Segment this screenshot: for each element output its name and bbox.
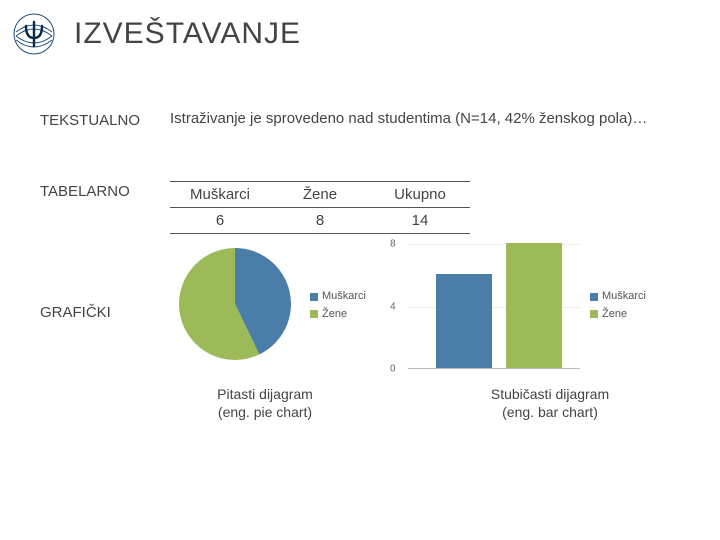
charts-row: Muškarci Žene 048 Muškarci Žene	[0, 234, 720, 369]
caption-line: Pitasti dijagram	[217, 386, 313, 402]
header: IZVEŠTAVANJE	[0, 0, 720, 62]
legend-swatch	[310, 293, 318, 301]
psi-logo-icon	[12, 12, 56, 56]
table-header-cell: Žene	[270, 181, 370, 208]
table-header-cell: Muškarci	[170, 181, 270, 208]
caption-line: Stubičasti dijagram	[491, 386, 609, 402]
legend-label: Žene	[602, 306, 627, 324]
legend-label: Muškarci	[602, 288, 646, 306]
section-label-textual: TEKSTUALNO	[40, 110, 170, 129]
table-cell: 14	[370, 208, 470, 234]
bar	[506, 243, 562, 368]
pie-chart-wrap	[170, 244, 300, 369]
section-textual: TEKSTUALNO Istraživanje je sprovedeno na…	[0, 92, 720, 129]
caption-line: (eng. bar chart)	[502, 404, 598, 420]
table-header-row: Muškarci Žene Ukupno	[170, 181, 470, 208]
table-header-cell: Ukupno	[370, 181, 470, 208]
legend-swatch	[310, 310, 318, 318]
section-label-tabular: TABELARNO	[40, 181, 170, 234]
table-cell: 8	[270, 208, 370, 234]
bar-caption: Stubičasti dijagram (eng. bar chart)	[420, 385, 680, 421]
bar-legend: Muškarci Žene	[590, 288, 660, 323]
legend-swatch	[590, 293, 598, 301]
table-row: 6 8 14	[170, 208, 470, 234]
y-tick-label: 4	[390, 301, 396, 312]
pie-chart	[175, 244, 295, 364]
legend-item: Žene	[310, 306, 380, 324]
legend-item: Muškarci	[590, 288, 660, 306]
legend-item: Muškarci	[310, 288, 380, 306]
legend-label: Muškarci	[322, 288, 366, 306]
legend-swatch	[590, 310, 598, 318]
bar	[436, 274, 492, 368]
bar-chart-wrap: 048	[390, 244, 580, 369]
data-table: Muškarci Žene Ukupno 6 8 14	[170, 181, 470, 234]
textual-body: Istraživanje je sprovedeno nad studentim…	[170, 110, 680, 129]
caption-line: (eng. pie chart)	[218, 404, 312, 420]
captions-row: Pitasti dijagram (eng. pie chart) Stubič…	[0, 369, 720, 421]
y-tick-label: 8	[390, 239, 396, 250]
legend-item: Žene	[590, 306, 660, 324]
table-cell: 6	[170, 208, 270, 234]
pie-legend: Muškarci Žene	[310, 288, 380, 323]
section-tabular: TABELARNO Muškarci Žene Ukupno 6 8 14	[0, 163, 720, 234]
section-label-graphical: GRAFIČKI	[40, 304, 111, 321]
y-tick-label: 0	[390, 364, 396, 375]
bar-chart: 048	[408, 244, 580, 369]
page-title: IZVEŠTAVANJE	[74, 17, 301, 51]
pie-caption: Pitasti dijagram (eng. pie chart)	[170, 385, 360, 421]
legend-label: Žene	[322, 306, 347, 324]
